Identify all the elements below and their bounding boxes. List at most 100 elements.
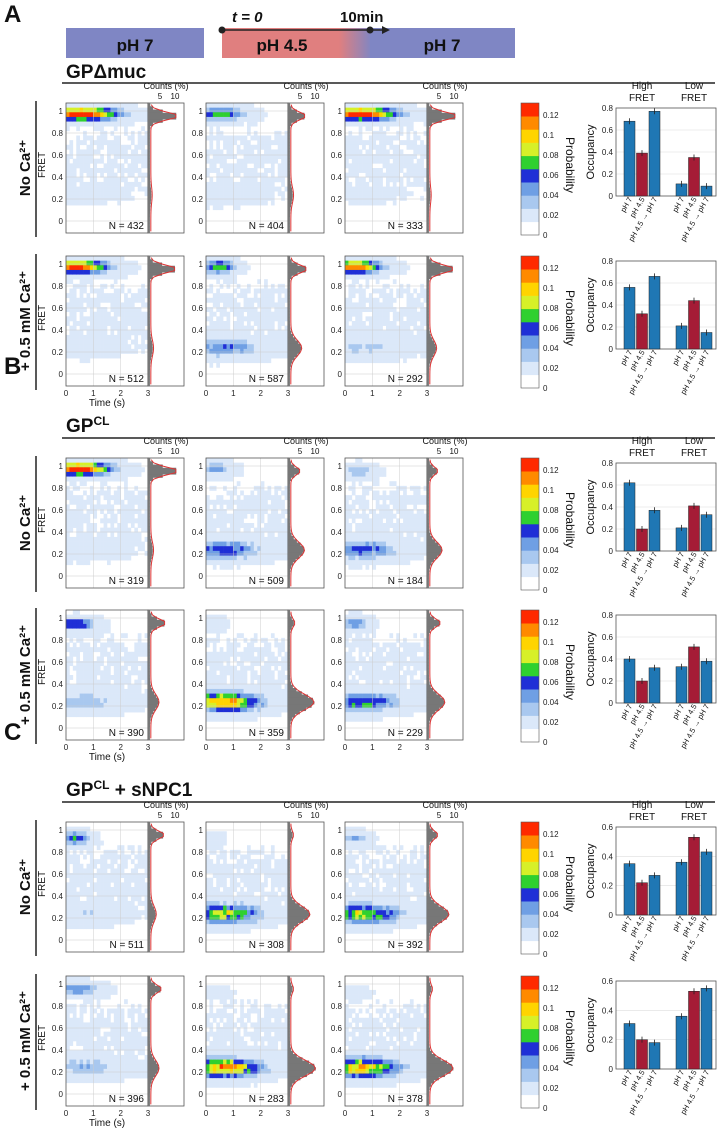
heatmap-cell (100, 191, 104, 197)
heatmap-cell (206, 116, 210, 122)
heatmap-cell (365, 279, 370, 285)
heatmap-cell (117, 256, 121, 261)
heatmap-cell (362, 495, 366, 501)
heatmap-cell (362, 462, 366, 468)
heatmap-cell (416, 509, 421, 515)
histogram-bar (288, 324, 291, 328)
heatmap-cell (368, 269, 373, 275)
histogram-bar (148, 549, 153, 553)
heatmap-cell (219, 619, 224, 625)
histogram-bar (427, 519, 429, 524)
heatmap-cell (83, 476, 87, 482)
heatmap-cell (76, 348, 80, 354)
heatmap-cell (209, 485, 214, 491)
heatmap-cell (144, 693, 149, 699)
heatmap-cell (253, 330, 258, 336)
heatmap-cell (100, 546, 104, 552)
heatmap-cell (216, 651, 220, 657)
colorbar-swatch (521, 155, 539, 170)
heatmap-cell (226, 330, 231, 336)
heatmap-cell (386, 555, 390, 561)
heatmap-cell (76, 536, 80, 542)
heatmap-cell (216, 614, 220, 620)
y-tick-label: 1 (338, 462, 343, 471)
heatmap-cell (345, 321, 349, 326)
heatmap-cell (124, 485, 128, 491)
heatmap-cell (96, 619, 101, 625)
heatmap-cell (100, 467, 104, 473)
heatmap-cell (66, 339, 70, 345)
y-tick-label: 0.6 (192, 151, 204, 160)
heatmap-cell (93, 103, 98, 108)
heatmap-cell (281, 154, 285, 160)
heatmap-cell (250, 358, 255, 364)
heatmap-cell (277, 499, 282, 505)
heatmap-cell (253, 509, 258, 515)
heatmap-cell (206, 670, 210, 676)
heatmap-cell (103, 269, 108, 275)
heatmap-cell (127, 163, 132, 169)
histogram-bar (148, 379, 150, 384)
heatmap-cell (362, 103, 366, 108)
heatmap-cell (76, 321, 80, 326)
heatmap-cell (83, 279, 87, 285)
heatmap-cell (209, 260, 214, 266)
heatmap-cell (83, 344, 87, 350)
heatmap-cell (103, 256, 108, 261)
heatmap-cell (89, 684, 94, 690)
heatmap-cell (120, 191, 125, 197)
heatmap-cell (396, 103, 400, 108)
heatmap-cell (236, 107, 241, 113)
heatmap-cell (212, 555, 217, 561)
heatmap-cell (392, 135, 397, 141)
heatmap-cell (72, 509, 77, 515)
heatmap-cell (284, 158, 289, 164)
heatmap-cell (110, 702, 115, 708)
heatmap-cell (355, 307, 359, 313)
heatmap-cell (96, 107, 101, 113)
heatmap-cell (274, 158, 279, 164)
heatmap-cell (120, 471, 125, 477)
heatmap-cell (137, 504, 142, 510)
heatmap-cell (362, 181, 366, 187)
side-histogram-frame (147, 255, 185, 387)
heatmap-cell (107, 186, 111, 192)
heatmap-cell (86, 265, 91, 271)
heatmap-cell (396, 107, 400, 113)
heatmap-cell (212, 523, 217, 528)
heatmap-cell (270, 532, 275, 538)
heatmap-cell (396, 288, 400, 294)
heatmap-cell (358, 181, 363, 187)
heatmap-cell (240, 467, 244, 473)
heatmap-cell (76, 471, 80, 477)
heatmap-cell (113, 288, 118, 294)
heatmap-cell (375, 195, 380, 201)
heatmap-cell (358, 103, 363, 108)
heatmap-cell (76, 670, 80, 676)
heatmap-cell (368, 177, 373, 183)
histogram-bar (288, 103, 291, 107)
heatmap-cell (416, 181, 421, 187)
heatmap-cell (413, 130, 418, 136)
histogram-bar (148, 161, 150, 166)
heatmap-cell (117, 670, 121, 676)
heatmap-cell (399, 168, 404, 173)
histogram-bar (427, 125, 430, 130)
heatmap-cell (96, 288, 101, 294)
heatmap-cell (127, 675, 132, 680)
heatmap-cell (240, 260, 244, 266)
heatmap-cell (409, 297, 414, 303)
heatmap-cell (250, 541, 255, 547)
heatmap-cell (110, 265, 115, 271)
colorbar-frame (520, 457, 540, 591)
heatmap-cell (379, 256, 383, 261)
heatmap-cell (375, 339, 380, 345)
heatmap-cell (392, 279, 397, 285)
heatmap-cell (79, 536, 84, 542)
heatmap-cell (72, 302, 77, 308)
heatmap-cell (120, 260, 125, 266)
heatmap-cell (219, 186, 224, 192)
heatmap-cell (103, 130, 108, 136)
heatmap-cell (355, 495, 359, 501)
heatmap-cell (403, 158, 407, 164)
